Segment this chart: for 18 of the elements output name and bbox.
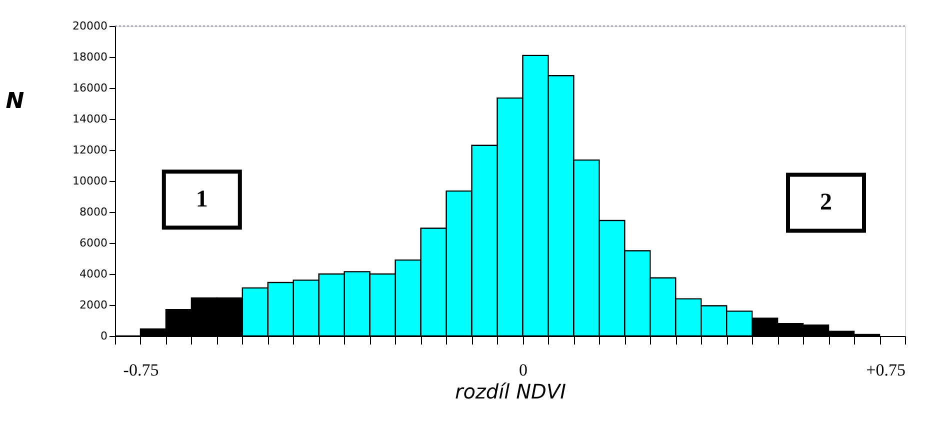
x-tick-label: 0 [518,360,528,380]
y-tick-label: 0 [100,330,108,342]
y-tick-label: 20000 [72,20,108,32]
y-tick-label: 2000 [80,298,108,312]
y-tick-label: 6000 [80,236,108,250]
y-tick-label: 18000 [72,50,108,64]
y-axis-title: N [6,89,24,114]
y-tick-label: 12000 [72,144,108,156]
x-tick-label: -0.75 [123,360,159,380]
y-tick-label: 14000 [72,112,108,126]
y-tick-label: 10000 [72,174,108,188]
annotation: 2 [820,190,832,216]
x-axis-title: rozdíl NDVI [454,380,566,404]
y-tick-label: 8000 [80,206,108,218]
annotation: 1 [196,186,208,213]
x-tick-label: +0.75 [866,360,906,380]
y-tick-label: 4000 [80,268,108,280]
y-tick-label: 16000 [72,82,108,94]
